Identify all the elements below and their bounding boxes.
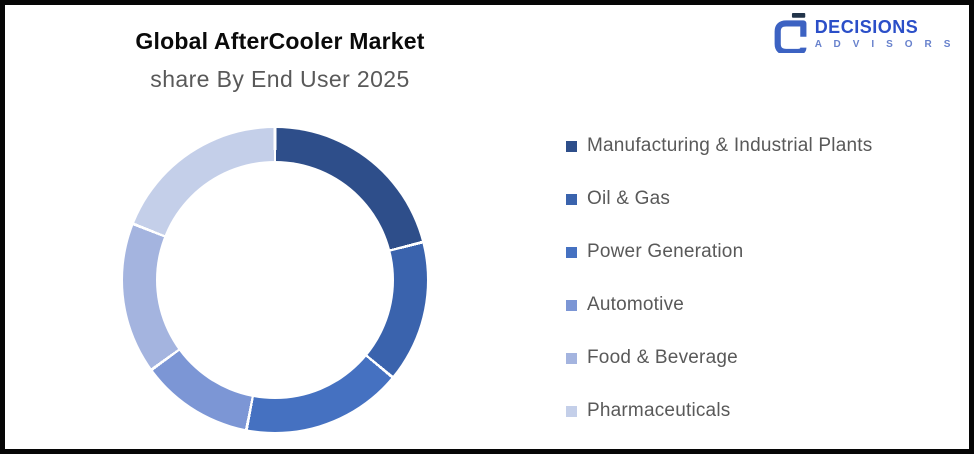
brand-logo: DECISIONS A D V I S O R S — [772, 11, 955, 53]
legend-label: Oil & Gas — [587, 188, 671, 209]
donut-chart — [123, 128, 427, 432]
chart-title-line2: share By End User 2025 — [150, 65, 410, 92]
brand-subtitle: A D V I S O R S — [814, 39, 955, 50]
legend-label: Food & Beverage — [587, 347, 738, 368]
legend-item: Power Generation — [566, 241, 872, 263]
chart-title-line1: Global AfterCooler Market — [135, 28, 425, 54]
legend-item: Manufacturing & Industrial Plants — [566, 135, 872, 157]
chart-title: Global AfterCooler Market share By End U… — [75, 27, 485, 94]
legend-item: Pharmaceuticals — [566, 400, 872, 422]
legend-swatch — [566, 299, 577, 311]
legend-swatch — [566, 140, 577, 152]
legend-swatch — [566, 352, 577, 364]
legend-swatch — [566, 246, 577, 258]
legend-item: Automotive — [566, 294, 872, 316]
legend-item: Food & Beverage — [566, 347, 872, 369]
brand-logo-text: DECISIONS A D V I S O R S — [815, 11, 955, 50]
legend: Manufacturing & Industrial Plants Oil & G… — [566, 135, 872, 449]
legend-swatch — [566, 405, 577, 417]
brand-logo-g-icon — [774, 13, 807, 53]
legend-label: Automotive — [587, 294, 685, 315]
legend-swatch — [566, 193, 577, 205]
legend-label: Pharmaceuticals — [587, 400, 731, 421]
legend-label: Manufacturing & Industrial Plants — [587, 135, 873, 156]
brand-name: DECISIONS — [814, 17, 919, 37]
donut-hole — [156, 161, 394, 399]
legend-item: Oil & Gas — [566, 188, 872, 210]
legend-label: Power Generation — [587, 241, 744, 262]
